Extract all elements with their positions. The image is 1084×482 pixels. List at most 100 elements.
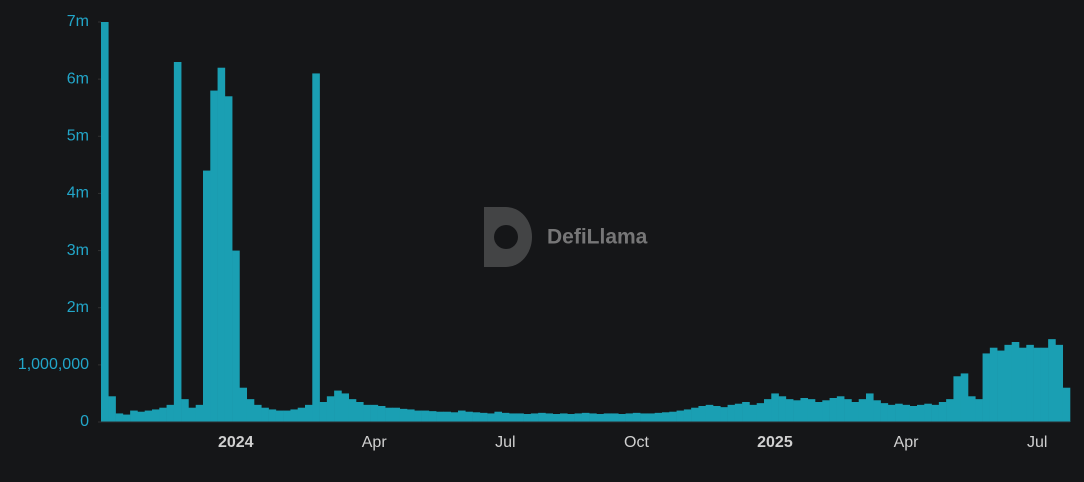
bar <box>625 413 634 422</box>
bar <box>1011 342 1020 422</box>
bar <box>800 398 809 422</box>
bar <box>115 413 124 422</box>
bar <box>465 411 473 422</box>
bar <box>144 410 153 422</box>
bar <box>552 414 561 422</box>
bar <box>275 410 284 422</box>
bar <box>793 400 801 422</box>
bar <box>997 350 1005 422</box>
y-tick-label: 0 <box>80 413 89 430</box>
x-tick-label: 2024 <box>218 434 254 451</box>
bar <box>479 412 488 422</box>
bar <box>356 402 364 422</box>
bar <box>698 406 707 422</box>
x-tick-label: Apr <box>894 434 920 451</box>
bar <box>326 396 335 422</box>
x-tick-label: Jul <box>495 434 515 451</box>
y-tick-label: 7m <box>67 13 89 30</box>
bar <box>108 396 116 422</box>
bar <box>596 414 605 422</box>
bar <box>778 396 787 422</box>
bar <box>917 404 925 422</box>
bar <box>654 412 663 422</box>
bar <box>968 396 976 422</box>
x-tick-label: Jul <box>1027 434 1047 451</box>
bar <box>756 403 765 422</box>
bar <box>210 90 218 423</box>
bar <box>727 404 736 422</box>
bar <box>377 406 386 422</box>
bar <box>815 402 823 422</box>
bar <box>669 411 677 422</box>
bar <box>785 399 794 422</box>
bar <box>283 410 291 422</box>
bar <box>305 404 313 422</box>
bar <box>246 399 255 422</box>
bar <box>232 250 240 422</box>
bar <box>720 407 728 422</box>
bar <box>836 396 845 422</box>
bar <box>428 411 437 422</box>
bar <box>1019 347 1027 422</box>
bar <box>254 404 262 422</box>
bar <box>458 410 466 422</box>
bar <box>618 414 626 422</box>
bar <box>887 404 896 422</box>
bar <box>866 393 874 422</box>
bar <box>589 413 597 422</box>
bar <box>188 407 197 422</box>
bar <box>1033 347 1042 422</box>
bar <box>137 411 146 422</box>
bar <box>1048 339 1056 422</box>
bar <box>494 411 503 422</box>
bar <box>450 412 459 422</box>
bar <box>931 404 940 422</box>
bar <box>829 398 838 422</box>
bar <box>764 399 772 422</box>
bar <box>385 407 393 422</box>
bar <box>873 400 881 422</box>
bar <box>953 376 962 422</box>
bar <box>909 406 918 422</box>
bar <box>705 404 714 422</box>
bar <box>501 412 510 422</box>
logo-shape <box>484 207 532 267</box>
bar <box>581 412 590 422</box>
bar <box>742 402 750 422</box>
bar <box>268 409 277 422</box>
y-tick-label: 4m <box>67 185 89 202</box>
bar <box>924 403 932 422</box>
bar <box>290 409 299 422</box>
bar <box>407 409 415 422</box>
bar <box>261 407 269 422</box>
bar <box>880 403 889 422</box>
bar <box>713 406 721 422</box>
bar <box>1004 344 1013 422</box>
logo-eye <box>494 225 518 249</box>
bar <box>166 404 175 422</box>
bar <box>122 414 131 422</box>
bar <box>1026 344 1034 422</box>
bar <box>691 407 699 422</box>
bar <box>938 402 947 422</box>
bar <box>822 400 830 422</box>
bar <box>807 399 816 422</box>
y-tick-label: 3m <box>67 242 89 259</box>
x-tick-label: Apr <box>362 434 388 451</box>
bar <box>348 399 357 422</box>
y-tick-label: 6m <box>67 70 89 87</box>
bar <box>683 409 692 422</box>
bar <box>640 413 648 422</box>
bar <box>341 393 350 422</box>
watermark-text: DefiLlama <box>547 226 648 249</box>
bar <box>844 399 852 422</box>
bar <box>946 399 954 422</box>
y-tick-label: 1,000,000 <box>18 356 89 373</box>
bar <box>1055 344 1064 422</box>
watermark-logo <box>484 207 532 267</box>
bar <box>560 413 568 422</box>
bar <box>370 404 379 422</box>
bar <box>895 403 903 422</box>
